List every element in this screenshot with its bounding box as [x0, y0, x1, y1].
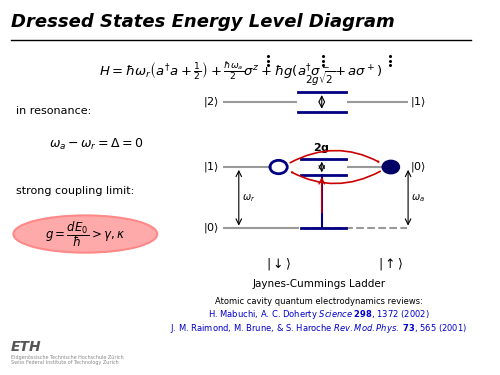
FancyArrowPatch shape [292, 171, 380, 183]
Text: $\omega_r$: $\omega_r$ [242, 192, 256, 204]
Text: $\omega_a$: $\omega_a$ [412, 192, 426, 204]
Text: in resonance:: in resonance: [16, 106, 91, 116]
Text: $|\downarrow\rangle$: $|\downarrow\rangle$ [266, 256, 291, 272]
Text: strong coupling limit:: strong coupling limit: [16, 186, 134, 196]
Text: $|1\rangle$: $|1\rangle$ [204, 160, 220, 174]
Text: $|\uparrow\rangle$: $|\uparrow\rangle$ [378, 256, 404, 272]
Text: $\mathbf{2g}$: $\mathbf{2g}$ [314, 141, 330, 155]
Text: J. M. Raimond, M. Brune, & S. Haroche $\it{Rev. Mod. Phys.}$ $\bf{73}$, 565 (200: J. M. Raimond, M. Brune, & S. Haroche $\… [170, 322, 468, 335]
Text: Jaynes-Cummings Ladder: Jaynes-Cummings Ladder [252, 279, 386, 289]
Text: $g = \dfrac{dE_0}{\hbar} > \gamma, \kappa$: $g = \dfrac{dE_0}{\hbar} > \gamma, \kapp… [46, 219, 126, 249]
Text: Dressed States Energy Level Diagram: Dressed States Energy Level Diagram [11, 12, 394, 30]
Text: $\omega_a - \omega_r = \Delta = 0$: $\omega_a - \omega_r = \Delta = 0$ [50, 137, 144, 152]
Text: Eidgenössische Technische Hochschule Zürich: Eidgenössische Technische Hochschule Zür… [11, 355, 124, 360]
Text: Atomic cavity quantum electrodynamics reviews:: Atomic cavity quantum electrodynamics re… [215, 297, 423, 306]
Text: $|2\rangle$: $|2\rangle$ [204, 95, 220, 109]
Text: Swiss Federal Institute of Technology Zurich: Swiss Federal Institute of Technology Zu… [11, 360, 118, 365]
Text: $H = \hbar\omega_r\left(a^{\dagger}a + \frac{1}{2}\right) + \frac{\hbar\omega_a}: $H = \hbar\omega_r\left(a^{\dagger}a + \… [100, 59, 383, 82]
FancyArrowPatch shape [290, 150, 378, 163]
Ellipse shape [14, 215, 158, 253]
Text: H. Mabuchi, A. C. Doherty $\it{Science}$ $\bf{298}$, 1372 (2002): H. Mabuchi, A. C. Doherty $\it{Science}$… [208, 308, 430, 321]
Text: $2g\sqrt{2}$: $2g\sqrt{2}$ [305, 69, 336, 88]
Text: $|0\rangle$: $|0\rangle$ [204, 222, 220, 236]
Text: ETH: ETH [11, 340, 42, 354]
Text: $|0\rangle$: $|0\rangle$ [410, 160, 426, 174]
Text: $|1\rangle$: $|1\rangle$ [410, 95, 426, 109]
Circle shape [382, 160, 400, 174]
